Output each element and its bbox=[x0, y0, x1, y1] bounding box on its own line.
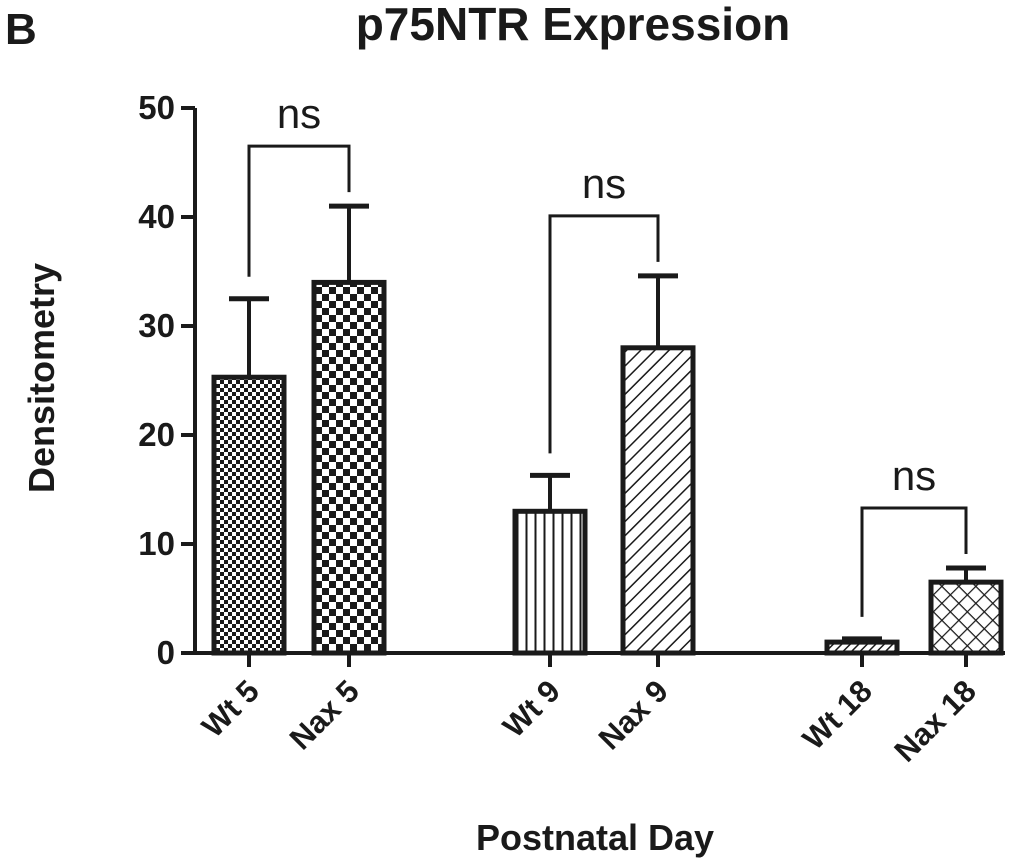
x-tick-label: Wt 5 bbox=[195, 673, 266, 744]
chart-title: p75NTR Expression bbox=[356, 0, 791, 50]
x-tick-label: Wt 9 bbox=[496, 673, 567, 744]
x-tick-label: Nax 9 bbox=[592, 673, 675, 756]
comparison-label: ns bbox=[892, 452, 936, 499]
x-tick-label: Wt 18 bbox=[796, 673, 879, 756]
x-axis: Wt 5 Nax 5 Wt 9 Nax 9 Wt 18 Nax 18 bbox=[195, 651, 1005, 769]
bars-group bbox=[211, 203, 1004, 656]
x-tick-label: Nax 5 bbox=[283, 673, 366, 756]
y-tick-label: 40 bbox=[138, 198, 175, 235]
y-tick-label: 30 bbox=[138, 307, 175, 344]
y-tick-label: 0 bbox=[157, 634, 175, 671]
comparisons-group: ns ns ns bbox=[247, 90, 968, 617]
x-tick-label: Nax 18 bbox=[888, 673, 983, 768]
bar bbox=[928, 579, 1004, 656]
bar bbox=[512, 508, 588, 656]
y-tick-label: 10 bbox=[138, 525, 175, 562]
y-axis-title: Densitometry bbox=[21, 263, 62, 493]
comparison-label: ns bbox=[582, 160, 626, 207]
panel-label: B bbox=[5, 5, 37, 54]
bar bbox=[211, 374, 287, 656]
comparison-bracket bbox=[860, 506, 968, 617]
x-axis-title: Postnatal Day bbox=[476, 817, 714, 858]
bar bbox=[620, 345, 696, 656]
comparison-bracket bbox=[548, 214, 660, 454]
comparison-bracket bbox=[247, 144, 351, 277]
y-tick-label: 20 bbox=[138, 416, 175, 453]
y-tick-label: 50 bbox=[138, 89, 175, 126]
y-axis: 0 10 20 30 40 50 bbox=[138, 89, 197, 671]
comparison-label: ns bbox=[277, 90, 321, 137]
bar bbox=[311, 279, 387, 656]
